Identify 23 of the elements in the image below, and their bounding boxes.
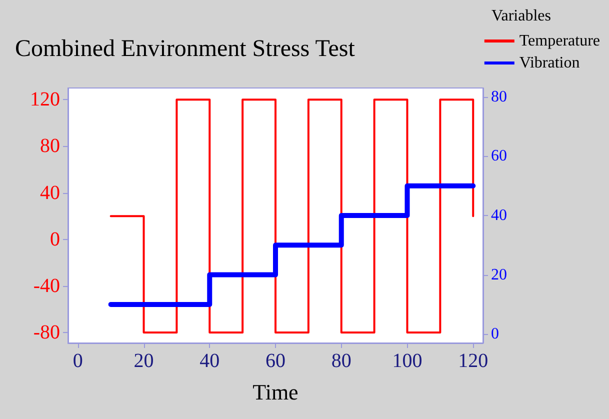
y2-tick-label: 0 bbox=[491, 326, 499, 343]
x-tick-label: 60 bbox=[266, 350, 286, 372]
legend-label: Vibration bbox=[519, 54, 580, 72]
y2-tick-label: 40 bbox=[491, 207, 507, 224]
y-tick-label: 0 bbox=[50, 228, 60, 250]
x-tick-label: 20 bbox=[134, 350, 154, 372]
y2-tick-label: 20 bbox=[491, 266, 507, 284]
y-tick-label: 40 bbox=[40, 182, 60, 204]
y2-tick-label: 60 bbox=[491, 148, 507, 165]
y-tick-label: 80 bbox=[40, 135, 60, 158]
y-tick-label: -80 bbox=[33, 322, 60, 344]
x-tick-label: 100 bbox=[392, 350, 422, 372]
x-tick-label: 120 bbox=[458, 350, 488, 372]
x-tick-label: 0 bbox=[72, 350, 83, 372]
chart-title: Combined Environment Stress Test bbox=[15, 36, 356, 62]
x-tick-label: 80 bbox=[331, 350, 352, 372]
x-tick-label: 40 bbox=[200, 350, 220, 372]
y2-tick-label: 80 bbox=[491, 88, 507, 106]
legend-title: Variables bbox=[491, 8, 551, 24]
legend-label: Temperature bbox=[519, 32, 600, 50]
y-tick-label: 120 bbox=[30, 88, 60, 111]
y-tick-label: -40 bbox=[33, 274, 60, 297]
x-axis-title: Time bbox=[252, 380, 298, 404]
